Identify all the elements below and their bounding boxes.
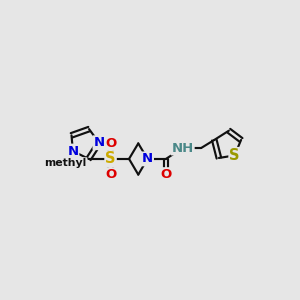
Text: methyl: methyl [44, 158, 87, 168]
Text: N: N [93, 136, 105, 149]
Text: S: S [105, 152, 116, 166]
Text: S: S [230, 148, 240, 163]
Text: O: O [105, 137, 116, 150]
Text: NH: NH [172, 142, 194, 154]
Text: O: O [105, 168, 116, 181]
Text: O: O [160, 168, 172, 181]
Text: N: N [142, 152, 153, 165]
Text: N: N [67, 145, 79, 158]
